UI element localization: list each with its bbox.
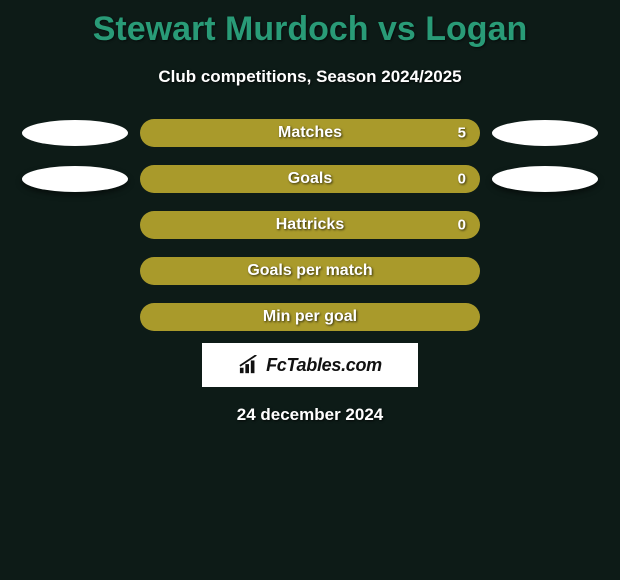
stat-bar: Goals per match [140,257,480,285]
stat-label: Goals [288,170,332,188]
stat-label: Min per goal [263,308,357,326]
left-ellipse-slot [10,120,140,146]
stat-bar: Matches 5 [140,119,480,147]
page-title: Stewart Murdoch vs Logan [0,0,620,49]
stat-value: 5 [458,125,466,142]
stat-row: Min per goal [0,303,620,331]
stat-row: Goals 0 [0,165,620,193]
subtitle: Club competitions, Season 2024/2025 [0,67,620,87]
date-text: 24 december 2024 [0,405,620,425]
stat-label: Matches [278,124,342,142]
stat-row: Hattricks 0 [0,211,620,239]
stat-row: Goals per match [0,257,620,285]
right-ellipse-slot [480,166,610,192]
player-ellipse-right [492,166,598,192]
stat-bar: Hattricks 0 [140,211,480,239]
right-ellipse-slot [480,120,610,146]
player-ellipse-right [492,120,598,146]
stats-rows: Matches 5 Goals 0 Hattricks 0 Goals per match M… [0,119,620,331]
stat-label: Goals per match [247,262,372,280]
stat-value: 0 [458,171,466,188]
stat-bar: Min per goal [140,303,480,331]
stat-bar: Goals 0 [140,165,480,193]
chart-icon [238,355,260,375]
stat-row: Matches 5 [0,119,620,147]
stat-value: 0 [458,217,466,234]
left-ellipse-slot [10,166,140,192]
player-ellipse-left [22,120,128,146]
player-ellipse-left [22,166,128,192]
stat-label: Hattricks [276,216,344,234]
logo-box: FcTables.com [202,343,418,387]
logo-text: FcTables.com [266,355,382,376]
